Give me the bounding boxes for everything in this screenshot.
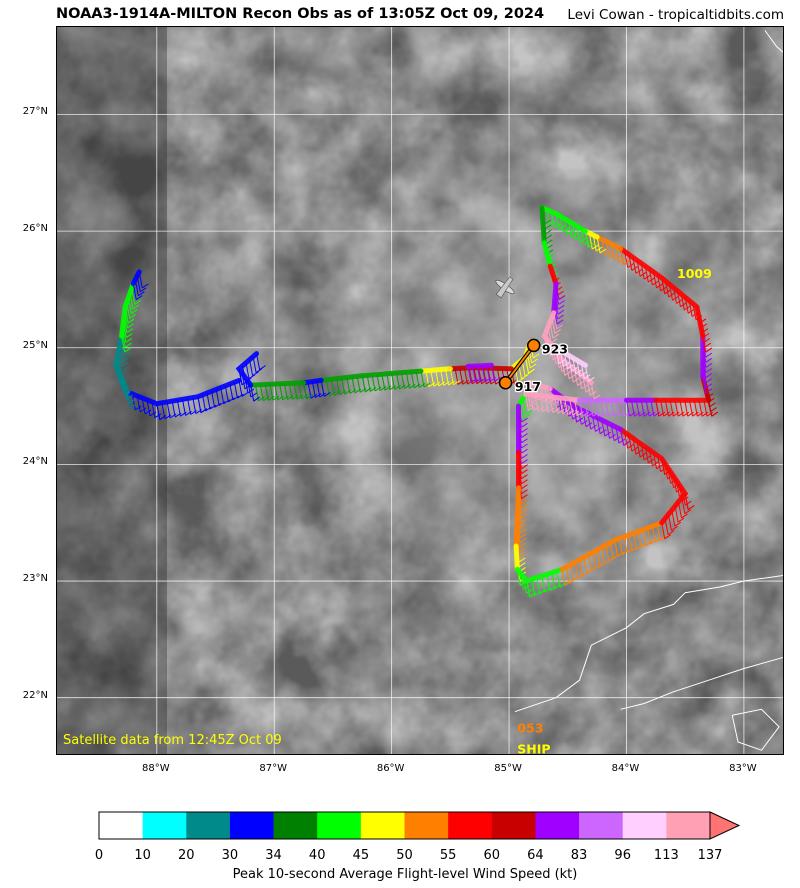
- colorbar-label: Peak 10-second Average Flight-level Wind…: [232, 867, 578, 882]
- colorbar-swatch: [448, 812, 493, 839]
- longitude-tick-label: 83°W: [729, 763, 757, 774]
- colorbar-swatch: [666, 812, 711, 839]
- colorbar-tick-label: 20: [178, 848, 195, 863]
- longitude-tick-label: 88°W: [141, 763, 170, 774]
- wind-barb-segment: [624, 397, 666, 417]
- latitude-tick-label: 26°N: [22, 223, 48, 235]
- colorbar-extend-arrow: [709, 811, 741, 840]
- center-track-line: [504, 344, 535, 384]
- colorbar-swatch: [317, 812, 362, 839]
- wind-barb-segment: [541, 310, 601, 400]
- colorbar-tick-label: 113: [653, 848, 679, 863]
- colorbar-swatch: [229, 812, 274, 839]
- colorbar-tick-label: 96: [614, 848, 631, 863]
- colorbar-swatch: [491, 812, 536, 839]
- wind-barb-segment: [318, 368, 431, 397]
- wind-barb-segment: [465, 362, 501, 383]
- coastline-florida-keys: [764, 30, 783, 53]
- coastline-isle-of-youth: [731, 708, 780, 751]
- wind-barb-segment: [119, 281, 143, 353]
- observation-label: 923: [542, 342, 568, 357]
- wind-barb-segment: [547, 386, 630, 446]
- satellite-time-note: Satellite data from 12:45Z Oct 09: [63, 733, 282, 748]
- latitude-tick-label: 25°N: [22, 339, 48, 351]
- colorbar-tick-label: 30: [221, 848, 239, 863]
- latitude-tick-label: 23°N: [22, 573, 48, 585]
- colorbar-tick-label: 40: [308, 848, 326, 863]
- wind-barb-segment: [125, 377, 249, 421]
- colorbar-swatch: [404, 812, 449, 839]
- center-fix-marker: [526, 338, 541, 353]
- flight-track-layer: [113, 205, 718, 598]
- observation-label: SHIP: [517, 742, 550, 755]
- pressure-label-layer: 923 917 1009 053 SHIP: [514, 266, 712, 755]
- colorbar-tick-label: 137: [697, 848, 723, 863]
- wind-barb-segment: [618, 426, 695, 540]
- wind-barb-segment: [594, 234, 630, 266]
- wind-barb-segment: [130, 269, 149, 301]
- latitude-tick-label: 22°N: [22, 689, 48, 701]
- wind-barb-segment: [700, 333, 713, 394]
- observation-label: 1009: [677, 266, 712, 281]
- wind-speed-colorbar: [98, 811, 741, 840]
- latitude-tick-label: 24°N: [22, 456, 48, 468]
- wind-barb-segment: [553, 345, 595, 382]
- center-fix-marker: [498, 376, 513, 390]
- colorbar-tick-label: 0: [94, 848, 104, 863]
- longitude-tick-label: 87°W: [259, 763, 288, 774]
- colorbar-swatch: [360, 812, 405, 839]
- wind-barb-segment: [527, 391, 589, 417]
- graticule: [57, 27, 783, 754]
- center-fix-layer: [498, 338, 541, 390]
- map-canvas: 923 917 1009 053 SHIP: [57, 27, 783, 755]
- wind-barb-segment: [577, 397, 636, 417]
- aircraft-icon: [495, 276, 515, 299]
- latitude-tick-label: 27°N: [22, 106, 48, 118]
- colorbar-tick-label: 60: [483, 848, 501, 863]
- colorbar-tick-label: 34: [265, 848, 282, 863]
- wind-barb-segment: [301, 377, 331, 400]
- colorbar-frame: [98, 811, 710, 840]
- coastline-cuba-north: [514, 574, 783, 713]
- colorbar-swatch: [273, 812, 318, 839]
- wind-barb-segment: [618, 246, 713, 353]
- coastline-cuba-south: [620, 656, 783, 710]
- wind-barb-segment: [235, 351, 266, 402]
- colorbar-tick-label: 55: [439, 848, 457, 863]
- observation-label: 917: [515, 379, 541, 394]
- colorbar-swatch: [579, 812, 624, 839]
- colorbar-tick-label: 64: [527, 848, 544, 863]
- hurricane-cloud-shield: [57, 27, 783, 754]
- colorbar-tick-label: 45: [352, 848, 370, 863]
- coastline-layer: [514, 30, 783, 751]
- colorbar-swatch: [535, 812, 580, 839]
- chart-title: NOAA3-1914A-MILTON Recon Obs as of 13:05…: [56, 6, 545, 22]
- credit-text: Levi Cowan - tropicaltidbits.com: [567, 7, 784, 23]
- dark-west-band: [57, 27, 167, 754]
- colorbar-tick-label: 83: [570, 848, 588, 863]
- colorbar-tick-label: 50: [396, 848, 413, 863]
- longitude-tick-label: 84°W: [611, 763, 640, 774]
- colorbar-swatch: [622, 812, 667, 839]
- observation-label: 053: [517, 721, 543, 736]
- longitude-tick-label: 85°W: [494, 763, 522, 774]
- colorbar-swatch: [186, 812, 231, 839]
- colorbar-tick-label: 10: [134, 848, 151, 863]
- colorbar-swatch: [142, 812, 187, 839]
- colorbar-swatch: [99, 812, 143, 839]
- map-panel[interactable]: 923 917 1009 053 SHIP Satellite data from 12…: [56, 26, 784, 755]
- longitude-tick-label: 86°W: [376, 763, 405, 774]
- wind-barb-segment: [559, 520, 671, 586]
